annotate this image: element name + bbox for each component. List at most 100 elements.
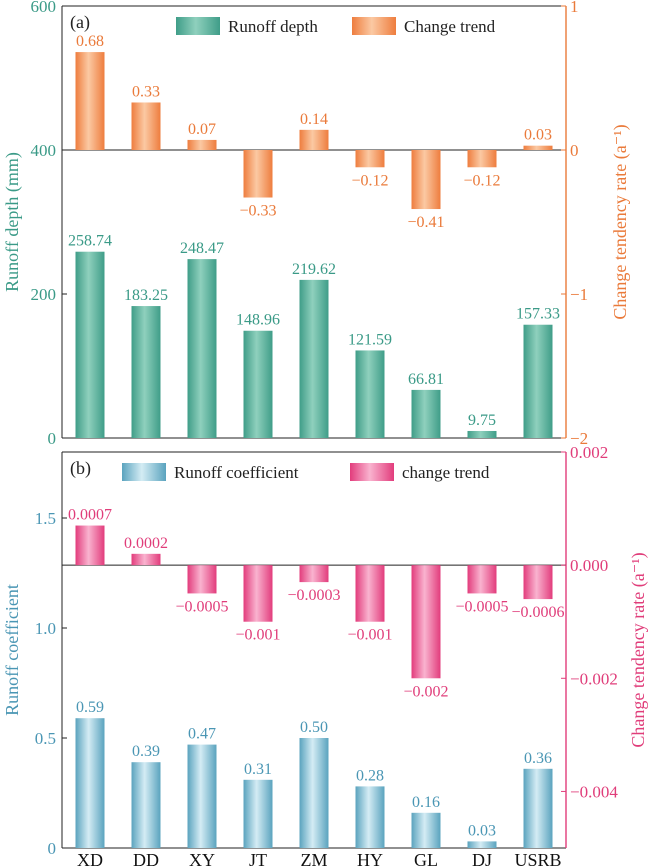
bar-runoff-coefficient: [75, 718, 105, 848]
right-tick-label: −0.004: [570, 782, 618, 801]
bar-value-label: 157.33: [516, 306, 560, 323]
bar-value-label: 183.25: [124, 287, 168, 304]
right-axis-title: Change tendency rate (a⁻¹): [610, 124, 631, 319]
trend-value-label: 0.0007: [68, 507, 112, 524]
right-tick-label: 1: [570, 0, 579, 16]
legend-swatch: [352, 17, 396, 35]
left-tick-label: 1.0: [35, 619, 56, 638]
trend-value-label: −0.12: [463, 172, 500, 189]
bar-value-label: 148.96: [236, 312, 280, 329]
panel-b: 0 0.5 1.0 1.5 −0.004 −0.002 0.000 0.002 Runoff c…: [2, 443, 649, 868]
left-axis-title: Runoff coefficient: [2, 584, 22, 716]
trend-value-label: 0.14: [300, 111, 328, 128]
right-tick-label: 0.002: [570, 443, 608, 462]
trend-bar: [243, 150, 273, 198]
bar-value-label: 219.62: [292, 261, 336, 278]
trend-bar: [523, 565, 553, 600]
legend-label: Runoff depth: [228, 17, 318, 36]
bar-value-label: 258.74: [68, 233, 112, 250]
right-tick-label: 0: [570, 141, 579, 160]
trend-bar: [355, 565, 385, 622]
bar-value-label: 0.28: [356, 767, 384, 784]
bar-runoff-depth: [75, 251, 105, 438]
trend-value-label: −0.002: [403, 683, 448, 700]
bar-runoff-depth: [187, 259, 217, 438]
bar-runoff-coefficient: [411, 812, 441, 848]
bar-runoff-depth: [131, 306, 161, 438]
category-label: DD: [133, 850, 159, 868]
bar-value-label: 0.36: [524, 750, 552, 767]
trend-value-label: −0.0005: [455, 598, 508, 615]
left-axis-title: Runoff depth (mm): [2, 152, 23, 292]
left-tick-label: 200: [31, 285, 57, 304]
category-label: DJ: [472, 850, 492, 868]
trend-bar: [131, 102, 161, 150]
trend-value-label: −0.001: [235, 627, 280, 644]
bar-value-label: 0.59: [76, 699, 104, 716]
panel-label: (b): [70, 458, 91, 479]
legend-label: Runoff coefficient: [174, 463, 299, 482]
bar-runoff-depth: [523, 324, 553, 438]
category-label: JT: [249, 850, 267, 868]
category-label: XY: [189, 850, 215, 868]
trend-bar: [299, 129, 329, 150]
right-tick-label: −2: [570, 429, 588, 448]
category-label: HY: [357, 850, 383, 868]
category-label: GL: [414, 850, 438, 868]
right-tick-label: −0.002: [570, 669, 618, 688]
trend-bar: [75, 52, 105, 150]
left-tick-label: 0: [48, 429, 57, 448]
legend-swatch: [122, 463, 166, 481]
bar-runoff-depth: [299, 279, 329, 438]
trend-value-label: −0.12: [351, 172, 388, 189]
trend-value-label: 0.07: [188, 121, 216, 138]
bar-runoff-depth: [411, 389, 441, 438]
trend-bar: [355, 150, 385, 168]
bar-value-label: 121.59: [348, 331, 392, 348]
bar-runoff-depth: [467, 430, 497, 438]
right-axis-title: Change tendency rate (a⁻¹): [628, 552, 649, 747]
trend-value-label: −0.0005: [175, 598, 228, 615]
bar-value-label: 9.75: [468, 412, 496, 429]
bar-runoff-coefficient: [187, 744, 217, 848]
bar-runoff-coefficient: [131, 762, 161, 848]
trend-bar: [299, 565, 329, 583]
legend-swatch: [350, 463, 394, 481]
left-tick-label: 1.5: [35, 509, 56, 528]
category-label: USRB: [514, 850, 561, 868]
trend-value-label: −0.0003: [287, 587, 340, 604]
trend-bar: [523, 145, 553, 150]
trend-bar: [187, 565, 217, 594]
bar-runoff-depth: [243, 330, 273, 438]
trend-bar: [411, 150, 441, 210]
trend-bar: [243, 565, 273, 622]
legend-swatch: [176, 17, 220, 35]
bar-value-label: 0.39: [132, 743, 160, 760]
trend-value-label: 0.68: [76, 33, 104, 50]
bar-runoff-coefficient: [523, 768, 553, 848]
category-label: XD: [77, 850, 103, 868]
bar-value-label: 0.16: [412, 794, 440, 811]
panel-a: 0 200 400 600 −2 −1 0 1 Runoff depth (mm) Change …: [2, 0, 631, 448]
bar-runoff-coefficient: [243, 779, 273, 848]
trend-bar: [131, 553, 161, 566]
bar-value-label: 248.47: [180, 240, 224, 257]
trend-value-label: 0.0002: [124, 535, 168, 552]
bar-runoff-coefficient: [355, 786, 385, 848]
bar-value-label: 0.47: [188, 726, 216, 743]
trend-value-label: −0.001: [347, 627, 392, 644]
trend-bar: [467, 150, 497, 168]
left-tick-label: 0.5: [35, 729, 56, 748]
legend-label: change trend: [402, 463, 490, 482]
trend-bar: [187, 139, 217, 150]
bar-runoff-depth: [355, 350, 385, 438]
trend-value-label: −0.33: [239, 203, 276, 220]
panel-label: (a): [70, 12, 90, 33]
trend-bar: [75, 525, 105, 566]
bar-value-label: 0.31: [244, 761, 272, 778]
left-tick-label: 0: [48, 839, 57, 858]
trend-value-label: −0.41: [407, 214, 444, 231]
bar-runoff-coefficient: [467, 841, 497, 848]
